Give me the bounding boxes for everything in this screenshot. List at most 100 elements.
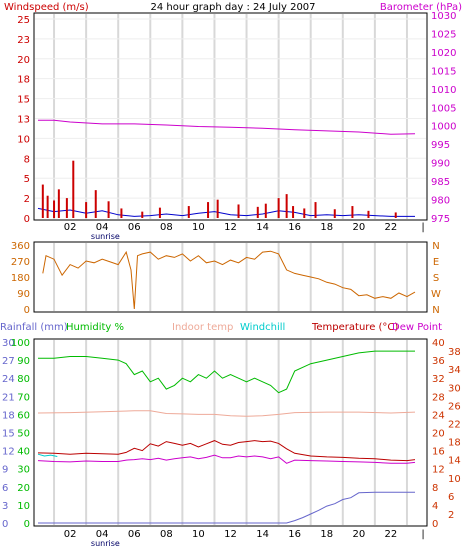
windspeed-tick-label: 25 [17, 15, 30, 26]
hour-tick-label: 22 [385, 529, 398, 540]
rain-tick-label: 27 [2, 356, 15, 367]
temperature-c-line [37, 440, 416, 462]
direction-tick-label: 0 [24, 305, 30, 316]
temperature-tick-label: 8 [432, 483, 438, 494]
humidity-tick-label: 0 [24, 519, 30, 530]
hour-tick-label: 04 [96, 529, 109, 540]
temperature-tick-label: 24 [432, 410, 445, 421]
sunrise-label: sunrise [91, 539, 120, 548]
temperature-tick-label: 32 [432, 374, 445, 385]
temperature-tick-label: 36 [432, 356, 445, 367]
direction-tick-label: 180 [11, 273, 30, 284]
humidity-tick-label: 70 [17, 392, 30, 403]
hour-tick-label: 18 [320, 222, 333, 233]
humidity-tick-label: 50 [17, 429, 30, 440]
hour-tick-label: 18 [320, 529, 333, 540]
humidity-tick-label: 60 [17, 410, 30, 421]
rain-tick-label: 21 [2, 392, 15, 403]
barometer-tick-label: 1010 [431, 85, 456, 96]
wind-direction-panel [33, 241, 428, 313]
barometer-line [38, 119, 416, 135]
barometer-tick-label: 1025 [431, 29, 456, 40]
hour-tick-label: 08 [160, 222, 173, 233]
rain-tick-label: 18 [2, 410, 15, 421]
temperature-tick-label: 10 [448, 474, 461, 485]
windspeed-tick-label: 20 [17, 55, 30, 66]
rain-tick-label: 30 [2, 338, 15, 349]
barometer-tick-label: 980 [431, 196, 450, 207]
temperature-tick-label: 28 [432, 392, 445, 403]
hour-tick-label: 08 [160, 529, 173, 540]
direction-tick-label: 270 [11, 257, 30, 268]
chart-series [37, 119, 416, 524]
humidity-line [38, 350, 415, 394]
barometer-tick-label: 1030 [431, 11, 456, 22]
temperature-tick-label: 14 [448, 456, 461, 467]
humidity-tick-label: 20 [17, 483, 30, 494]
legend-item: Temperature (°C) [311, 322, 398, 333]
hour-tick-label: 04 [96, 222, 109, 233]
temperature-tick-label: 40 [432, 338, 445, 349]
windspeed-tick-label: 15 [17, 95, 30, 106]
temperature-tick-label: 12 [432, 465, 445, 476]
barometer-tick-label: 1020 [431, 48, 456, 59]
barometer-tick-label: 1015 [431, 66, 456, 77]
hour-tick-label: 10 [192, 529, 205, 540]
barometer-tick-label: 975 [431, 214, 450, 225]
rain-tick-label: 3 [2, 501, 8, 512]
hour-tick-label: 12 [224, 529, 237, 540]
rain-tick-label: 24 [2, 374, 15, 385]
temperature-tick-label: 0 [432, 519, 438, 530]
wind-direction-line [42, 250, 416, 310]
humidity-tick-label: 100 [11, 338, 30, 349]
humidity-tick-label: 10 [17, 501, 30, 512]
temperature-tick-label: 26 [448, 401, 461, 412]
humidity-tick-label: 40 [17, 447, 30, 458]
windchillline [37, 453, 58, 457]
windspeed-tick-label: 13 [17, 114, 30, 125]
windspeed-tick-label: 18 [17, 75, 30, 86]
dew-pointline [37, 454, 416, 464]
hour-tick-label: 16 [288, 222, 301, 233]
hour-end-label: | [421, 529, 424, 540]
page-title: 24 hour graph day : 24 July 2007 [150, 2, 315, 13]
humidity-tick-label: 90 [17, 356, 30, 367]
windspeed-tick-label: 8 [24, 154, 30, 165]
legend-item: Dew Point [392, 322, 442, 333]
rainfall-mm-line [38, 491, 415, 524]
direction-tick-label: 360 [11, 241, 30, 252]
chart-grid [35, 14, 426, 525]
temperature-tick-label: 4 [432, 501, 438, 512]
hour-tick-label: 06 [128, 529, 141, 540]
compass-tick-label: N [432, 241, 439, 252]
humidity-tick-label: 80 [17, 374, 30, 385]
rain-tick-label: 9 [2, 465, 8, 476]
indoor-templine [37, 410, 416, 417]
axis-ticks: 0258101315182023259759809859909951000100… [2, 11, 461, 548]
compass-tick-label: N [432, 305, 439, 316]
temperature-tick-label: 16 [432, 447, 445, 458]
windspeed-tick-label: 5 [24, 174, 30, 185]
temperature-tick-label: 18 [448, 438, 461, 449]
rain-tick-label: 0 [2, 519, 8, 530]
barometer-axis-label: Barometer (hPa) [380, 2, 462, 13]
rain-tick-label: 12 [2, 447, 15, 458]
legend-item: Humidity % [66, 322, 124, 333]
temperature-tick-label: 30 [448, 383, 461, 394]
hour-tick-label: 20 [352, 529, 365, 540]
rain-tick-label: 6 [2, 483, 8, 494]
windspeed-tick-label: 0 [24, 214, 30, 225]
barometer-tick-label: 995 [431, 140, 450, 151]
wind-baro-panel [33, 12, 428, 221]
compass-tick-label: E [433, 257, 439, 268]
compass-tick-label: W [431, 289, 441, 300]
windspeed-tick-label: 10 [17, 134, 30, 145]
hour-tick-label: 06 [128, 222, 141, 233]
barometer-tick-label: 990 [431, 159, 450, 170]
barometer-tick-label: 1000 [431, 122, 456, 133]
hour-tick-label: 14 [256, 529, 269, 540]
hour-tick-label: 02 [64, 222, 77, 233]
legend-item: Rainfall (mm) [0, 322, 68, 333]
temperature-tick-label: 38 [448, 347, 461, 358]
